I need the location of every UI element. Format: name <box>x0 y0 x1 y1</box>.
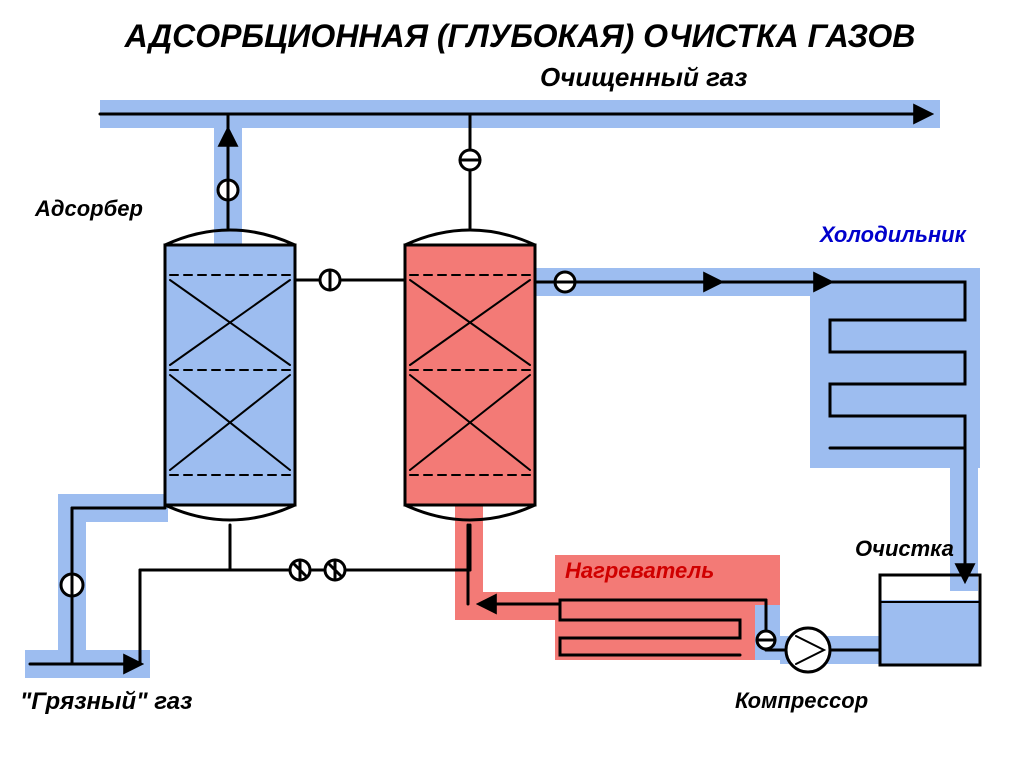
label-clean-gas: Очищенный газ <box>540 62 747 93</box>
label-compressor: Компрессор <box>735 688 868 714</box>
label-heater: Нагреватель <box>565 558 714 584</box>
highlight-red <box>405 245 780 660</box>
label-dirty-gas: "Грязный" газ <box>20 688 192 716</box>
label-cooler: Холодильник <box>820 222 966 248</box>
title: АДСОРБЦИОННАЯ (ГЛУБОКАЯ) ОЧИСТКА ГАЗОВ <box>40 18 1000 55</box>
label-cleanup: Очистка <box>855 536 954 562</box>
label-adsorber: Адсорбер <box>35 196 143 222</box>
